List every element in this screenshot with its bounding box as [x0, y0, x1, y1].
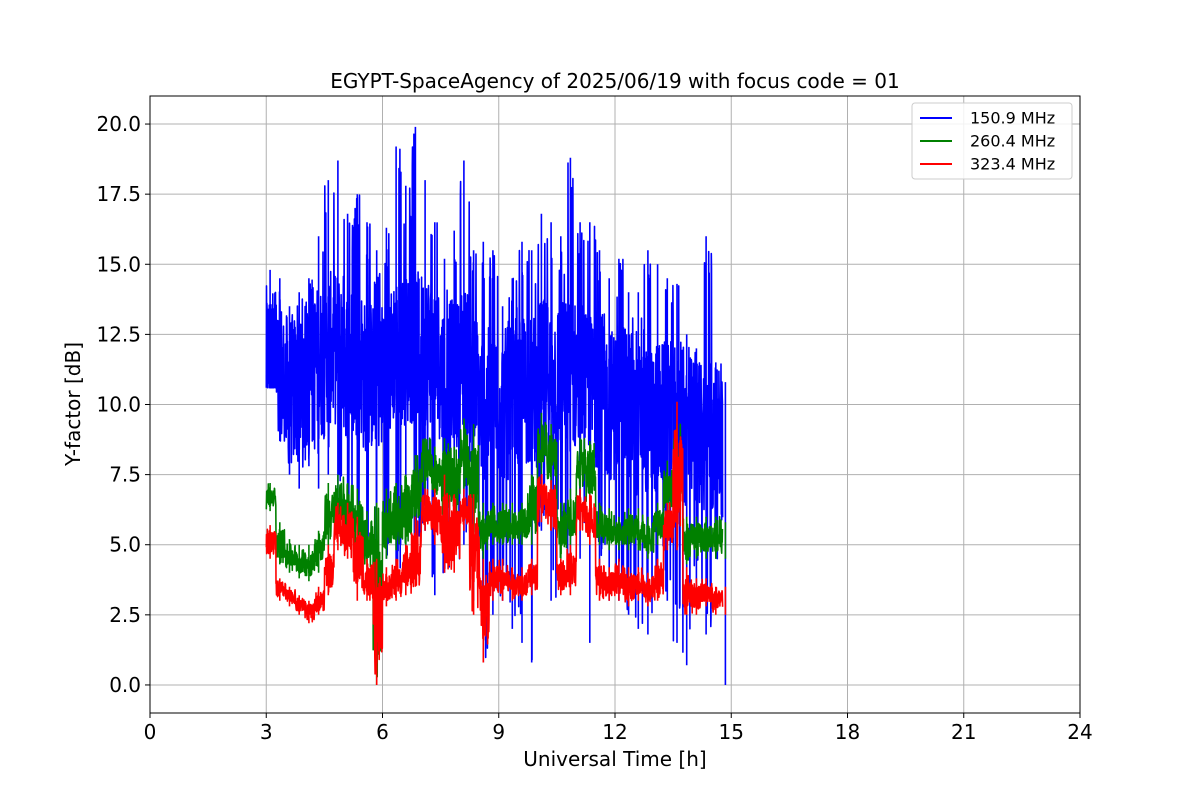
y-axis-label: Y-factor [dB]: [61, 342, 85, 467]
series-323-4-mhz: [265, 401, 727, 685]
x-axis-label: Universal Time [h]: [523, 747, 706, 771]
x-tick-label: 6: [376, 720, 389, 744]
y-tick-label: 12.5: [96, 322, 141, 346]
legend: 150.9 MHz 260.4 MHz 323.4 MHz: [911, 102, 1073, 180]
series-line: [265, 401, 727, 685]
y-tick-label: 5.0: [109, 533, 141, 557]
legend-entry: 323.4 MHz: [970, 155, 1055, 174]
x-tick-label: 15: [719, 720, 744, 744]
y-axis-ticks: 0.0 2.5 5.0 7.5 10.0 12.5 15.0 17.5 20.0: [96, 112, 150, 697]
legend-entry: 150.9 MHz: [970, 109, 1055, 128]
y-tick-label: 20.0: [96, 112, 141, 136]
x-axis-ticks: 0 3 6 9 12 15 18 21 24: [144, 713, 1093, 744]
legend-box: [911, 102, 1073, 180]
y-tick-label: 10.0: [96, 393, 141, 417]
x-tick-label: 0: [144, 720, 157, 744]
x-tick-label: 9: [492, 720, 505, 744]
x-tick-label: 24: [1067, 720, 1092, 744]
y-tick-label: 7.5: [109, 463, 141, 487]
legend-entry: 260.4 MHz: [970, 132, 1055, 151]
x-tick-label: 12: [602, 720, 627, 744]
y-tick-label: 17.5: [96, 182, 141, 206]
y-tick-label: 0.0: [109, 673, 141, 697]
y-tick-label: 2.5: [109, 603, 141, 627]
y-tick-label: 15.0: [96, 252, 141, 276]
x-tick-label: 18: [835, 720, 860, 744]
x-tick-label: 3: [260, 720, 273, 744]
x-tick-label: 21: [951, 720, 976, 744]
plot-area: [265, 126, 727, 685]
chart-title: EGYPT-SpaceAgency of 2025/06/19 with foc…: [330, 69, 899, 93]
